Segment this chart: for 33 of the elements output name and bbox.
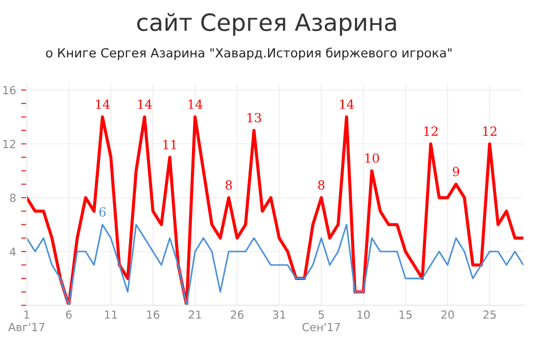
line-series	[26, 115, 524, 306]
x-tick-label: 1 Авг'17	[8, 310, 44, 332]
x-tick-label: 20	[441, 310, 454, 319]
x-tick-label: 5 Сен'17	[302, 310, 340, 332]
annotation: 14	[188, 99, 202, 109]
y-tick-label: 16	[3, 86, 16, 94]
chart-subtitle: о Книге Сергея Азарина "Хавард.История биржевого игрока"	[46, 48, 452, 60]
annotation: 12	[424, 126, 438, 136]
y-tick-label: 4	[10, 248, 16, 256]
annotation: 14	[96, 99, 110, 109]
x-tick-label: 10	[358, 310, 370, 319]
annotation: 13	[248, 112, 261, 122]
line-series	[26, 224, 524, 306]
x-tick-label: 26	[230, 310, 244, 319]
x-tick-label: 25	[483, 310, 496, 319]
annotation: 6	[99, 207, 106, 217]
x-tick-label: 21	[188, 310, 202, 319]
y-tick-label: 8	[10, 194, 16, 202]
chart-title: сайт Сергея Азарина	[137, 12, 396, 36]
annotation: 8	[226, 180, 232, 190]
x-tick-label: 31	[272, 310, 286, 319]
annotation: 11	[163, 140, 176, 150]
x-tick-label: 6	[66, 310, 72, 319]
y-tick-label: 12	[3, 140, 16, 148]
annotation: 8	[318, 180, 324, 190]
annotation: 9	[452, 166, 460, 176]
annotation: 12	[483, 126, 496, 136]
x-tick-label: 16	[147, 310, 160, 319]
annotation: 14	[138, 99, 152, 109]
annotation: 14	[340, 99, 354, 109]
annotation: 10	[365, 153, 379, 163]
x-tick-label: 15	[400, 310, 412, 319]
x-tick-label: 11	[105, 310, 117, 319]
